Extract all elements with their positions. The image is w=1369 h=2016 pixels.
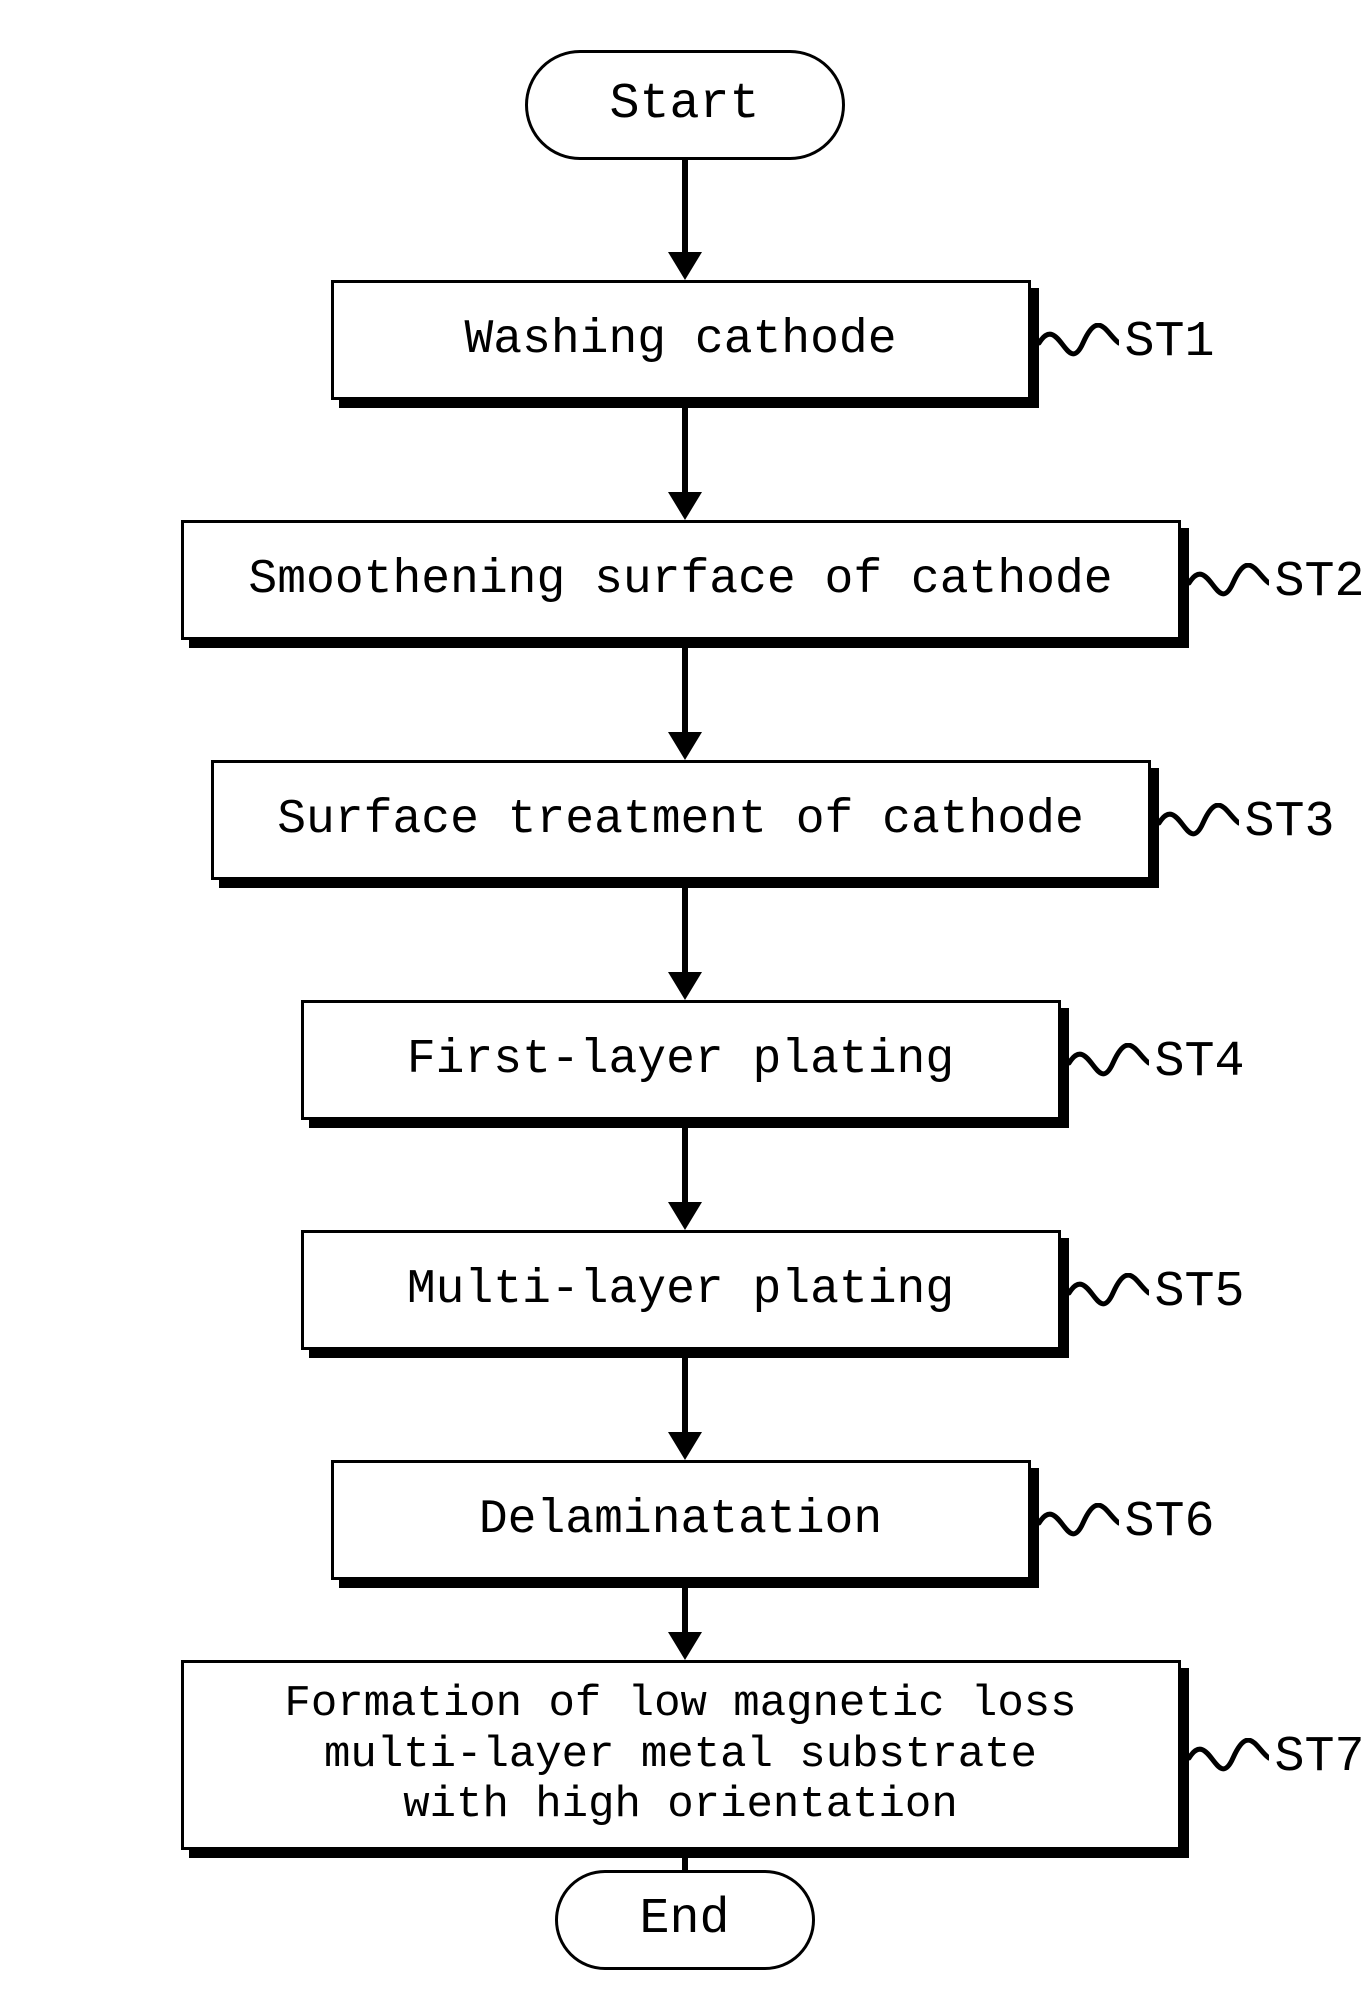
connector-line: [682, 1350, 688, 1432]
start-terminator: Start: [525, 50, 845, 160]
side-label-text: ST1: [1125, 314, 1215, 371]
connector-line: [682, 400, 688, 492]
step-st4: First-layer plating: [301, 1000, 1069, 1128]
connector-line: [682, 880, 688, 972]
connector-line: [682, 1120, 688, 1202]
step-st7: Formation of low magnetic loss multi-lay…: [181, 1660, 1189, 1858]
side-label-st1: ST1: [1039, 314, 1215, 371]
step-label: Smoothening surface of cathode: [248, 553, 1112, 607]
step-box: Washing cathode: [331, 280, 1031, 400]
side-label-st6: ST6: [1039, 1494, 1215, 1551]
arrowhead-down-icon: [668, 492, 702, 520]
step-st6: Delaminatation: [331, 1460, 1039, 1588]
side-label-st4: ST4: [1069, 1034, 1245, 1091]
arrowhead-down-icon: [668, 1632, 702, 1660]
arrowhead-down-icon: [668, 1432, 702, 1460]
step-st3: Surface treatment of cathode: [211, 760, 1159, 888]
side-label-text: ST5: [1155, 1264, 1245, 1321]
end-terminator-label: End: [639, 1895, 729, 1945]
side-label-text: ST2: [1275, 554, 1365, 611]
step-box: Multi-layer plating: [301, 1230, 1061, 1350]
arrowhead-down-icon: [668, 732, 702, 760]
side-label-st2: ST2: [1189, 554, 1365, 611]
squiggle-connector-icon: [1069, 1043, 1149, 1083]
squiggle-connector-icon: [1159, 803, 1239, 843]
step-label: Washing cathode: [464, 313, 896, 367]
step-label: Surface treatment of cathode: [277, 793, 1084, 847]
step-st1: Washing cathode: [331, 280, 1039, 408]
side-label-st5: ST5: [1069, 1264, 1245, 1321]
squiggle-connector-icon: [1189, 563, 1269, 603]
squiggle-connector-icon: [1039, 1503, 1119, 1543]
side-label-st7: ST7: [1189, 1729, 1365, 1786]
side-label-text: ST7: [1275, 1729, 1365, 1786]
step-label: Formation of low magnetic loss multi-lay…: [284, 1679, 1076, 1831]
step-st2: Smoothening surface of cathode: [181, 520, 1189, 648]
squiggle-connector-icon: [1069, 1273, 1149, 1313]
squiggle-connector-icon: [1189, 1738, 1269, 1778]
side-label-text: ST6: [1125, 1494, 1215, 1551]
arrowhead-down-icon: [668, 1202, 702, 1230]
connector-line: [682, 160, 688, 252]
connector-line: [682, 1580, 688, 1632]
step-box: Surface treatment of cathode: [211, 760, 1151, 880]
step-box: Smoothening surface of cathode: [181, 520, 1181, 640]
step-label: Delaminatation: [479, 1493, 882, 1547]
step-box: First-layer plating: [301, 1000, 1061, 1120]
step-box: Formation of low magnetic loss multi-lay…: [181, 1660, 1181, 1850]
step-st5: Multi-layer plating: [301, 1230, 1069, 1358]
connector-line: [682, 1850, 688, 1870]
end-terminator: End: [555, 1870, 815, 1970]
squiggle-connector-icon: [1039, 323, 1119, 363]
start-terminator-label: Start: [609, 80, 759, 130]
step-label: First-layer plating: [407, 1033, 954, 1087]
side-label-text: ST3: [1245, 794, 1335, 851]
arrowhead-down-icon: [668, 972, 702, 1000]
step-label: Multi-layer plating: [407, 1263, 954, 1317]
side-label-st3: ST3: [1159, 794, 1335, 851]
connector-line: [682, 640, 688, 732]
step-box: Delaminatation: [331, 1460, 1031, 1580]
arrowhead-down-icon: [668, 252, 702, 280]
side-label-text: ST4: [1155, 1034, 1245, 1091]
